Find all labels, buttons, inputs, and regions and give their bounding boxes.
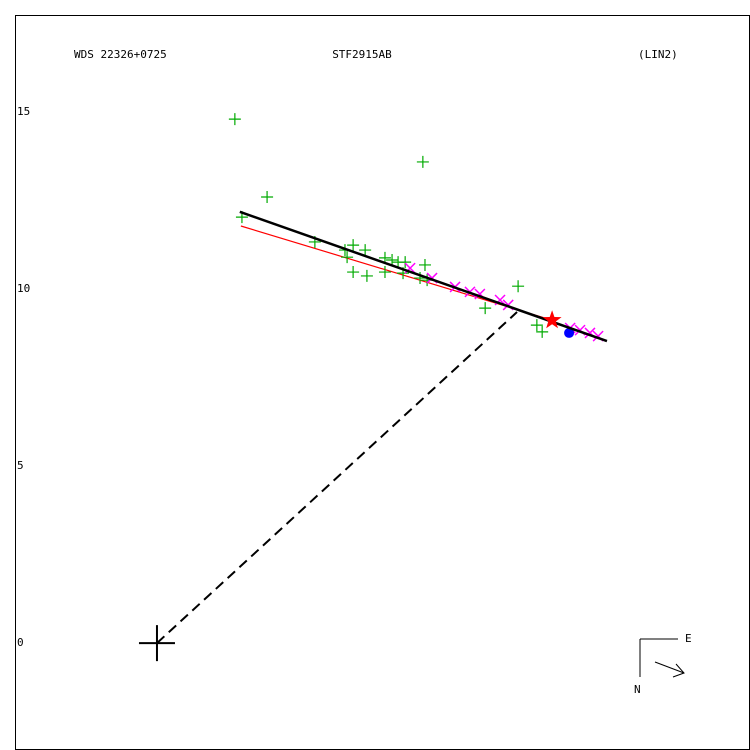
- plus-marker: [341, 251, 354, 264]
- origin-marker: [138, 625, 175, 662]
- plus-marker: [347, 266, 360, 279]
- star-marker: [542, 310, 562, 329]
- compass-east: E: [685, 632, 692, 645]
- compass-arrowhead: [672, 663, 685, 678]
- frame: [15, 15, 750, 750]
- plus-marker: [228, 113, 241, 126]
- y-tick-label: 0: [17, 636, 24, 649]
- orbit-line: [239, 210, 608, 343]
- dot-marker: [564, 327, 575, 338]
- plus-marker: [359, 244, 372, 257]
- chart-subtitle: STF2915AB: [332, 48, 392, 61]
- y-tick-label: 10: [17, 282, 30, 295]
- dashed-line: [156, 311, 518, 644]
- plus-marker: [418, 258, 431, 271]
- plus-marker: [416, 155, 429, 168]
- annotation: (LIN2): [638, 48, 678, 61]
- compass: E N: [634, 632, 692, 696]
- plus-marker: [536, 325, 549, 338]
- plus-marker: [386, 254, 399, 266]
- plus-marker: [399, 256, 412, 269]
- y-tick-label: 5: [17, 459, 24, 472]
- plus-marker: [360, 269, 373, 282]
- plus-marker: [530, 319, 543, 332]
- chart-title: WDS 22326+0725: [74, 48, 167, 61]
- compass-arrow: [654, 661, 685, 674]
- plus-marker: [347, 239, 360, 252]
- compass-north: N: [634, 683, 641, 696]
- plus-marker: [261, 190, 274, 203]
- plus-marker: [479, 302, 492, 315]
- plus-marker: [378, 266, 391, 279]
- y-tick-label: 15: [17, 105, 30, 118]
- plus-marker: [512, 280, 525, 293]
